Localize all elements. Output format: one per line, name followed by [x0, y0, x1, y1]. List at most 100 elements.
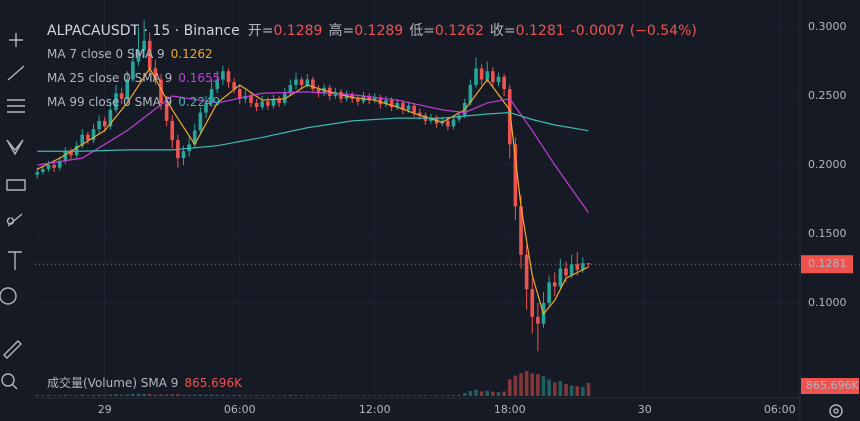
ohlc-label: 高=	[328, 22, 354, 39]
line-tool[interactable]	[7, 65, 25, 81]
candle-body	[530, 289, 535, 317]
candle-body	[412, 105, 416, 113]
price-tag-label: 0.1281	[808, 257, 847, 270]
settings-button[interactable]	[829, 404, 843, 418]
volume-bar	[372, 395, 377, 396]
volume-bar	[170, 394, 175, 396]
volume-bar	[575, 386, 580, 396]
volume-bar	[187, 394, 191, 396]
candle-body	[52, 165, 56, 168]
volume-bar	[164, 394, 169, 396]
symbol: ALPACAUSDT · 15 · Binance	[47, 23, 240, 39]
crosshair-tool[interactable]	[9, 33, 23, 47]
text-tool[interactable]	[8, 251, 22, 270]
volume-title: 成交量(Volume) SMA 9 865.696K	[47, 375, 243, 390]
volume-bar	[147, 394, 152, 396]
volume-bar	[282, 395, 287, 396]
volume-tag-label: 865.696K	[806, 379, 859, 392]
legend-value: 0.1655	[178, 71, 220, 85]
volume-bar	[237, 394, 242, 396]
ma-line	[37, 91, 589, 213]
volume-bar	[221, 394, 225, 396]
candle-body	[513, 144, 518, 207]
volume-bar	[153, 394, 158, 396]
candle-body	[479, 68, 484, 80]
legend-name: MA 25 close 0 SMA 9	[47, 71, 172, 85]
candle-body	[198, 112, 203, 131]
emoji-tool[interactable]	[0, 287, 17, 305]
volume-bar	[108, 394, 113, 396]
candle-body	[271, 98, 276, 106]
y-tick-label: 0.1000	[808, 296, 847, 309]
candle-body	[136, 50, 141, 62]
volume-bar	[243, 395, 248, 396]
ohlc-value: 0.1289	[273, 23, 322, 39]
volume-bar	[406, 395, 411, 396]
candle-body	[226, 71, 231, 83]
volume-bar	[395, 395, 400, 396]
candle-body	[356, 98, 360, 102]
volume-bar	[378, 395, 383, 396]
forecast-tool[interactable]	[6, 179, 26, 191]
volume-bar	[114, 394, 118, 396]
volume-bar	[350, 395, 355, 396]
volume-bar	[502, 391, 506, 396]
candle-body	[260, 101, 265, 108]
candle-body	[63, 151, 68, 161]
y-tick-label: 0.2500	[808, 89, 847, 102]
candle-body	[102, 120, 107, 127]
volume-bar	[339, 395, 343, 396]
fib-tool[interactable]	[7, 99, 25, 113]
volume-bar	[63, 394, 68, 396]
plot	[35, 0, 800, 396]
volume-title: 成交量(Volume) SMA 9	[47, 375, 178, 390]
zoom-tool[interactable]	[1, 373, 15, 387]
candle-body	[192, 130, 197, 145]
volume-bar	[552, 382, 557, 396]
volume-bar	[254, 395, 259, 396]
volume-bar	[440, 395, 445, 396]
volume-bar	[142, 393, 146, 396]
ruler-tool[interactable]	[3, 340, 22, 359]
change-pct: (−0.54%)	[630, 23, 697, 39]
ohlc-label: 低=	[409, 23, 435, 39]
volume-bar	[344, 395, 349, 396]
legend-value: 0.2249	[178, 95, 220, 109]
volume-bar	[299, 395, 304, 396]
candle-body	[170, 120, 175, 141]
candle-body	[496, 76, 501, 83]
volume-bar	[159, 394, 163, 396]
x-tick-label: 29	[98, 403, 112, 416]
x-tick-label: 06:00	[764, 403, 796, 416]
candle-body	[502, 76, 506, 90]
candle-body	[266, 101, 270, 106]
candle-body	[384, 100, 388, 105]
x-tick-label: 30	[638, 403, 652, 416]
volume-bar	[46, 394, 51, 396]
ohlc-label: 开=	[248, 23, 274, 39]
pattern-tool[interactable]	[6, 139, 24, 156]
candle-body	[581, 263, 585, 270]
ohlc-value: 0.1289	[354, 23, 403, 39]
volume-bar	[102, 395, 107, 396]
volume-bar	[513, 375, 518, 396]
candle-body	[485, 71, 490, 80]
volume-bar	[316, 395, 321, 396]
legend-entry: MA 99 close 0 SMA 9 0.2249	[47, 95, 220, 109]
volume-bar	[181, 394, 186, 396]
candle-body	[552, 282, 557, 287]
candle-body	[558, 268, 563, 287]
zoom-tool[interactable]	[11, 383, 18, 390]
volume-bar	[417, 395, 422, 396]
volume-bar	[322, 395, 326, 396]
candle-body	[491, 71, 495, 83]
candle-body	[536, 316, 540, 324]
volume-bar	[249, 395, 253, 396]
volume-bar	[507, 379, 512, 396]
volume-bar	[479, 391, 484, 396]
volume-value: 865.696K	[184, 376, 243, 390]
candle-body	[294, 79, 298, 85]
brush-tool[interactable]	[6, 213, 23, 227]
